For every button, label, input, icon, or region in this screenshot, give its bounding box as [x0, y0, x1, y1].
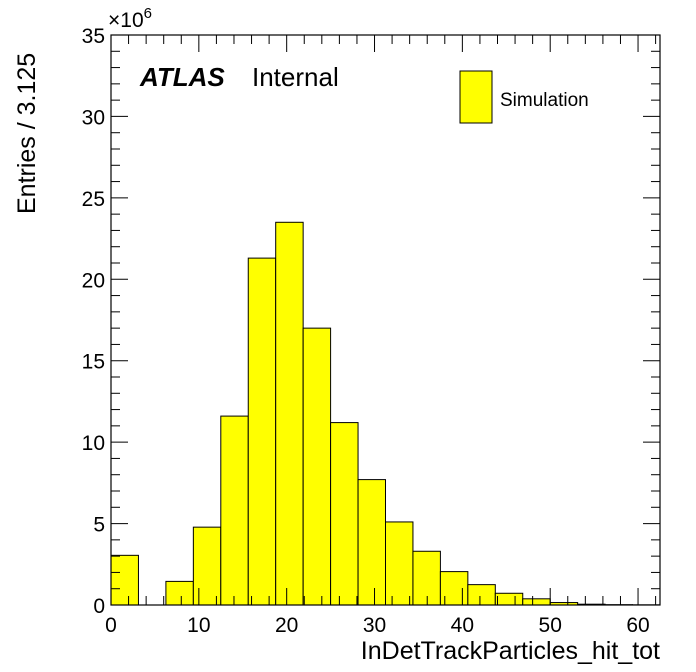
histogram-bar [385, 521, 414, 606]
x-axis-title: InDetTrackParticles_hit_tot [361, 637, 660, 665]
histogram-bar [302, 327, 332, 606]
histogram-bar [330, 422, 359, 606]
plot-frame [110, 34, 661, 606]
histogram-bars [110, 221, 661, 606]
y-tick-label: 25 [82, 188, 105, 211]
y-tick-label: 35 [82, 25, 105, 48]
x-tick-label: 50 [539, 614, 562, 637]
y-tick-label: 30 [82, 106, 105, 129]
internal-label: Internal [252, 62, 339, 92]
y-tick-label: 20 [82, 269, 105, 292]
histogram-bar [275, 221, 304, 606]
y-tick-label: 0 [93, 595, 105, 618]
histogram-bar [165, 580, 194, 606]
x-tick-label: 40 [451, 614, 474, 637]
y-axis-title: Entries / 3.125 [13, 53, 41, 214]
atlas-label: ATLAS [139, 62, 225, 92]
x-tick-label: 60 [626, 614, 649, 637]
histogram-bar [412, 550, 441, 606]
legend-label: Simulation [500, 90, 589, 111]
x-tick-label: 30 [363, 614, 386, 637]
y-tick-label: 5 [93, 514, 105, 537]
axis-ticks: 0 10 20 30 40 50 60 0 5 10 15 20 25 30 35 [82, 25, 660, 637]
histogram-bar [110, 554, 139, 606]
histogram-bar [467, 584, 496, 606]
y-tick-label: 15 [82, 351, 105, 374]
x-tick-label: 20 [275, 614, 298, 637]
y-tick-label: 10 [82, 432, 105, 455]
legend-swatch [459, 70, 493, 124]
histogram-bar [220, 415, 249, 606]
histogram-bar [357, 479, 386, 606]
x-tick-label: 0 [105, 614, 117, 637]
histogram-bar [247, 257, 277, 606]
histogram-bar [192, 526, 222, 606]
histogram-bar [522, 598, 551, 606]
y-multiplier-exponent: 6 [144, 5, 152, 22]
y-multiplier: ×106 [108, 5, 152, 32]
histogram-bar [494, 592, 524, 606]
legend: Simulation [459, 70, 589, 124]
x-tick-label: 10 [187, 614, 210, 637]
